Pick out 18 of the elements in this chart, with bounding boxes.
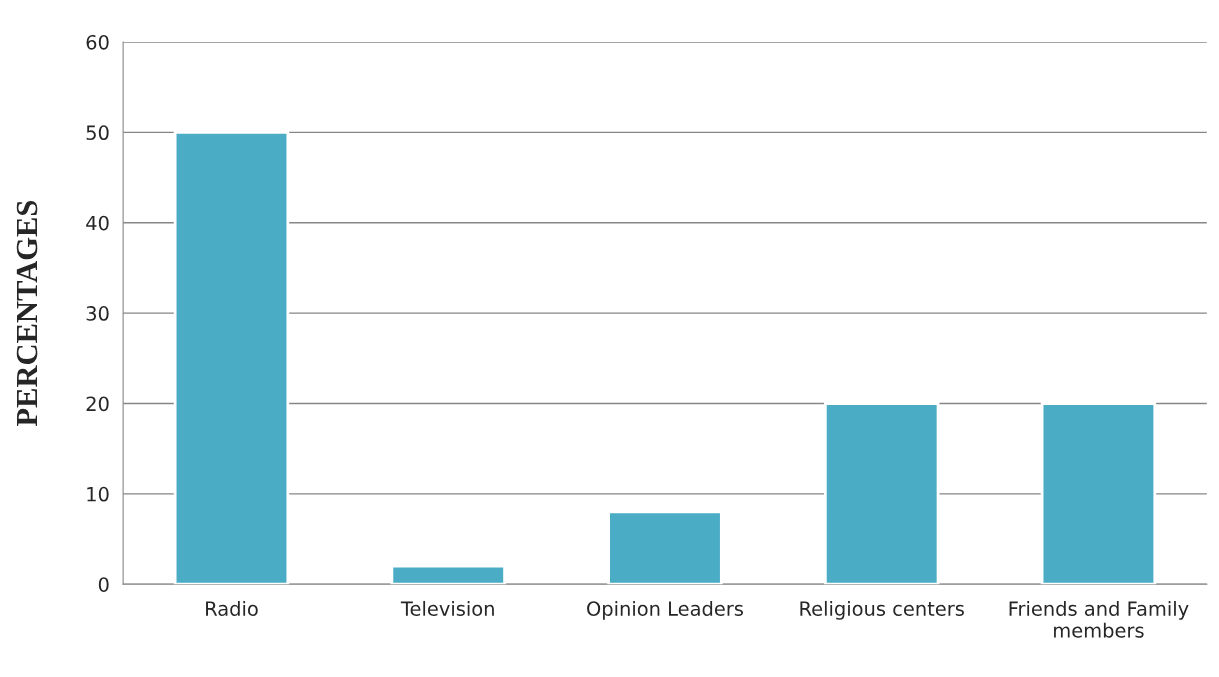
x-tick-label: Radio — [206, 600, 258, 616]
y-tick-label: 50 — [86, 125, 109, 141]
bar — [173, 130, 290, 585]
x-tick-label: Friends and Family members — [1009, 600, 1189, 638]
x-tick-label: Religious centers — [800, 600, 964, 620]
y-tick-label: 30 — [86, 306, 109, 321]
bar — [1040, 402, 1157, 585]
y-tick-label: 60 — [86, 34, 109, 50]
y-tick-label: 0 — [98, 577, 109, 592]
y-tick-label: 10 — [87, 486, 109, 502]
bar — [607, 510, 723, 585]
x-tick-label: Opinion Leaders — [587, 600, 743, 620]
y-axis-title: PERCENTAGES — [16, 200, 38, 427]
bar — [390, 564, 506, 585]
y-tick-label: 40 — [86, 215, 109, 231]
x-tick-label: Television — [400, 600, 494, 616]
bar — [823, 402, 940, 585]
y-tick-label: 20 — [86, 396, 109, 412]
